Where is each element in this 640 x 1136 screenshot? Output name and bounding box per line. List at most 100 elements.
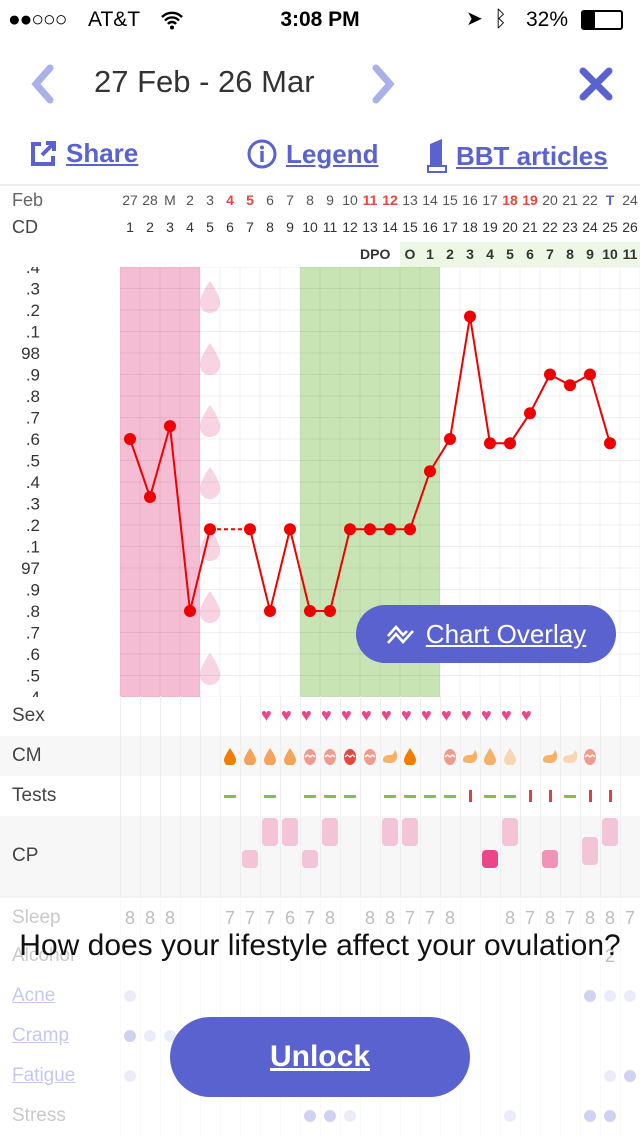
cm-eggwhite-icon	[584, 749, 596, 765]
cm-label: CM	[12, 745, 42, 766]
cycle-day-cell: 4	[186, 219, 194, 235]
grid-vline	[600, 1056, 601, 1096]
chart-overlay-button[interactable]: Chart Overlay	[356, 605, 616, 663]
grid-vline	[540, 1096, 541, 1136]
grid-vline	[300, 898, 301, 938]
cervix-position-icon	[282, 818, 298, 846]
y-tick-label: 97	[21, 559, 40, 578]
severity-dot	[604, 990, 616, 1002]
unlock-button[interactable]: Unlock	[170, 1017, 470, 1097]
cervix-position-icon	[582, 837, 598, 865]
sleep-value: 8	[504, 908, 515, 928]
spotting-drop-icon	[200, 653, 220, 685]
spotting-drop-icon	[200, 467, 220, 499]
grid-vline	[500, 816, 501, 896]
y-tick-label: .2	[26, 301, 40, 320]
cervix-position-icon	[242, 850, 258, 868]
grid-vline	[620, 776, 621, 816]
clock: 3:08 PM	[280, 8, 360, 31]
temp-line-segment	[189, 529, 211, 612]
grid-vline	[480, 898, 481, 938]
heart-icon: ♥	[321, 705, 332, 725]
grid-vline	[120, 898, 121, 938]
grid-vline	[140, 1056, 141, 1096]
grid-vline	[120, 736, 121, 776]
grid-vline	[480, 1056, 481, 1096]
grid-vline	[120, 1096, 121, 1136]
spotting-drop-icon	[200, 281, 220, 313]
grid-vline	[460, 696, 461, 736]
grid-vline	[380, 1096, 381, 1136]
test-negative-icon	[304, 795, 316, 798]
fatigue-label[interactable]: Fatigue	[12, 1065, 76, 1086]
sleep-value: 8	[364, 908, 375, 928]
grid-vline	[300, 1096, 301, 1136]
date-cell: 7	[286, 192, 294, 208]
temp-point	[164, 420, 176, 433]
dpo-cell: 7	[546, 246, 554, 262]
temp-point	[124, 433, 136, 445]
grid-vline	[380, 816, 381, 896]
cramp-label[interactable]: Cramp	[12, 1025, 70, 1046]
bbt-articles-link[interactable]: BBT articles	[426, 138, 608, 174]
test-negative-icon	[224, 795, 236, 798]
grid-vline	[220, 1096, 221, 1136]
grid-vline	[140, 776, 141, 816]
grid-vline	[500, 1016, 501, 1056]
y-tick-label: .1	[26, 538, 40, 557]
temp-point	[504, 437, 516, 450]
grid-vline	[360, 976, 361, 1016]
grid-vline	[500, 736, 501, 776]
heart-icon: ♥	[281, 705, 292, 725]
cm-creamy-icon	[463, 750, 478, 763]
severity-dot	[584, 1110, 596, 1122]
grid-vline	[320, 936, 321, 976]
cycle-day-cell: 3	[166, 219, 174, 235]
grid-vline	[200, 898, 201, 938]
grid-vline	[460, 1096, 461, 1136]
grid-vline	[140, 936, 141, 976]
grid-vline	[120, 776, 121, 816]
cycle-day-cell: 20	[502, 219, 518, 235]
cycle-day-cell: 16	[422, 219, 438, 235]
cycle-day-cell: 11	[322, 219, 338, 235]
grid-vline	[420, 776, 421, 816]
navigation-bar: 27 Feb - 26 Mar	[0, 40, 640, 126]
test-negative-icon	[264, 795, 276, 798]
grid-vline	[620, 976, 621, 1016]
grid-vline	[140, 898, 141, 938]
cm-creamy-icon	[563, 750, 578, 763]
date-cell: 11	[362, 192, 378, 208]
grid-vline	[480, 696, 481, 736]
y-tick-label: 98	[21, 344, 40, 363]
wifi-icon	[161, 11, 183, 30]
chevron-right-icon[interactable]	[370, 64, 398, 104]
grid-vline	[540, 1016, 541, 1056]
sleep-value: 7	[224, 908, 235, 928]
grid-vline	[560, 1016, 561, 1056]
legend-link[interactable]: Legend	[246, 138, 378, 170]
tests-label: Tests	[12, 785, 57, 806]
period-band	[120, 267, 200, 697]
y-tick-label: .9	[26, 366, 40, 385]
test-negative-icon	[484, 795, 496, 798]
grid-vline	[580, 736, 581, 776]
cycle-day-cell: 10	[302, 219, 318, 235]
chevron-left-icon[interactable]	[28, 64, 56, 104]
grid-vline	[500, 898, 501, 938]
grid-vline	[500, 1096, 501, 1136]
heart-icon: ♥	[381, 705, 392, 725]
date-cell: 27	[122, 192, 138, 208]
battery-percent: 32%	[526, 8, 569, 31]
grid-vline	[220, 816, 221, 896]
date-cell: 12	[382, 192, 398, 208]
grid-vline	[580, 816, 581, 896]
date-cell: M	[164, 192, 176, 208]
close-icon[interactable]	[578, 66, 614, 102]
temp-line-segment	[449, 316, 471, 440]
date-cell: 2	[186, 192, 194, 208]
temp-point	[384, 523, 396, 536]
acne-label[interactable]: Acne	[12, 985, 56, 1006]
grid-vline	[340, 936, 341, 976]
share-link[interactable]: Share	[28, 138, 138, 169]
